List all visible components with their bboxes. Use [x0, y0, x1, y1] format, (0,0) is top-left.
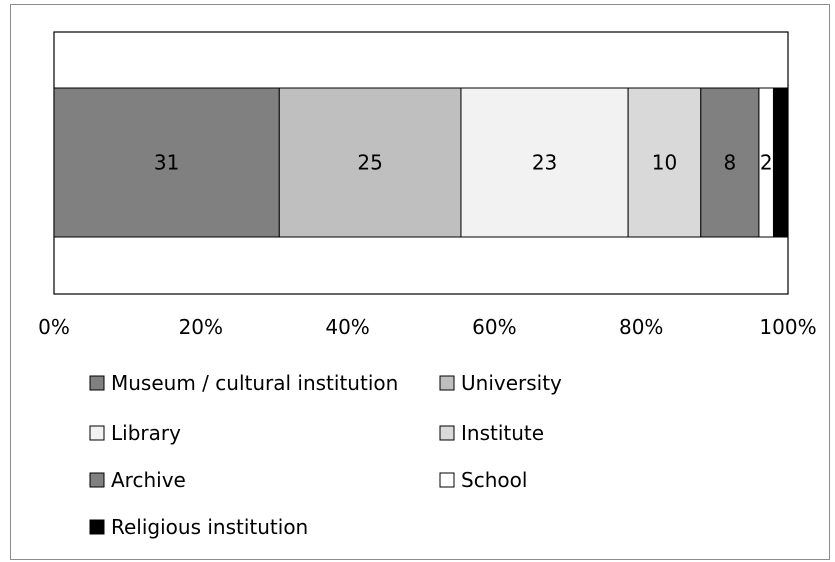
legend-swatch-1	[439, 375, 455, 391]
legend-label-6: Religious institution	[111, 515, 308, 539]
legend-label-4: Archive	[111, 468, 186, 492]
legend-item-0: Museum / cultural institution	[89, 371, 398, 395]
x-tick-label-2: 40%	[325, 315, 369, 339]
legend-label-5: School	[461, 468, 527, 492]
legend-label-2: Library	[111, 421, 181, 445]
legend-swatch-5	[439, 472, 455, 488]
legend-swatch-3	[439, 425, 455, 441]
legend-swatch-4	[89, 472, 105, 488]
bar-segment-0	[53, 87, 280, 238]
x-tick-label-5: 100%	[759, 315, 816, 339]
x-axis-ticks: 0% 20% 40% 60% 80% 100%	[38, 315, 816, 339]
x-tick-label-4: 80%	[619, 315, 663, 339]
bar-segment-6	[772, 87, 789, 238]
x-tick-label-0: 0%	[38, 315, 70, 339]
legend: Museum / cultural institution University L…	[89, 371, 562, 539]
data-label-5: 2	[760, 151, 773, 175]
legend-item-6: Religious institution	[89, 515, 308, 539]
bar-segment-3	[627, 87, 702, 238]
bar-segment-2	[460, 87, 629, 238]
legend-swatch-0	[89, 375, 105, 391]
legend-label-0: Museum / cultural institution	[111, 371, 398, 395]
legend-item-5: School	[439, 468, 527, 492]
bar-segment-1	[278, 87, 462, 238]
data-label-6: 2	[774, 151, 787, 175]
legend-swatch-6	[89, 519, 105, 535]
legend-item-3: Institute	[439, 421, 544, 445]
bar-segments: 31 25 23 10 8 2 2	[53, 87, 789, 238]
x-tick-label-1: 20%	[179, 315, 223, 339]
bar-segment-4	[700, 87, 760, 238]
data-label-2: 23	[532, 151, 557, 175]
legend-label-1: University	[461, 371, 562, 395]
data-label-0: 31	[154, 151, 179, 175]
data-label-1: 25	[357, 151, 382, 175]
data-label-4: 8	[723, 151, 736, 175]
legend-item-4: Archive	[89, 468, 186, 492]
legend-label-3: Institute	[461, 421, 544, 445]
legend-item-1: University	[439, 371, 562, 395]
data-label-3: 10	[652, 151, 677, 175]
x-tick-label-3: 60%	[472, 315, 516, 339]
legend-item-2: Library	[89, 421, 181, 445]
legend-swatch-2	[89, 425, 105, 441]
